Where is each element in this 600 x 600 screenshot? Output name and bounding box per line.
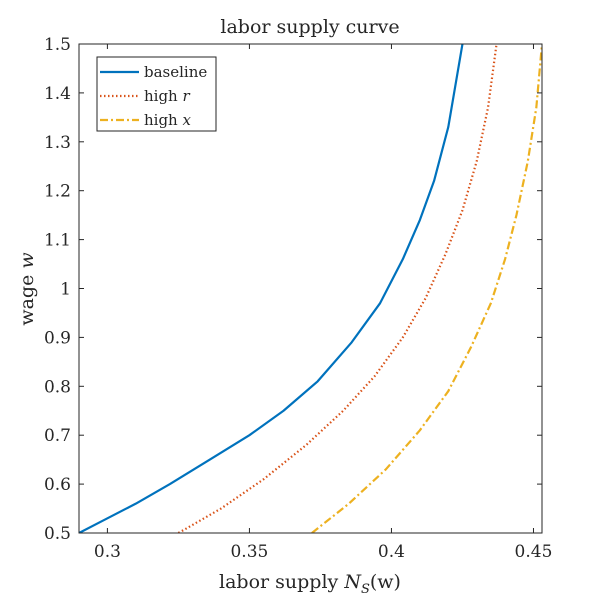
y-axis-label-symbol: w [16,252,38,268]
plot-area: 0.3 0.35 0.4 0.45 0.5 0.6 0.7 0.8 0.9 1 1.1 1.2 1.3 1… [44,35,552,562]
legend-label-text-1: high [144,87,183,105]
y-tick-label-0: 0.5 [44,524,71,544]
y-axis-label-prefix: wage [16,269,38,326]
y-tick-label-4: 0.9 [44,328,71,348]
y-tick-label-2: 0.7 [44,426,71,446]
x-axis-label-suffix: (w) [370,571,401,593]
y-tick-label-7: 1.2 [44,182,71,202]
y-tick-label-1: 0.6 [44,475,71,495]
legend-label-0: baseline [144,63,207,81]
y-tick-label-8: 1.3 [44,133,71,153]
x-tick-label-1: 0.35 [230,542,268,562]
tick-layer: 0.3 0.35 0.4 0.45 0.5 0.6 0.7 0.8 0.9 1 1.1 1.2 1.3 1… [44,35,552,562]
x-axis-label-prefix: labor supply [219,571,344,593]
series-line-2 [311,44,542,533]
legend-label-text-0: baseline [144,63,207,81]
legend-label-2: high x [144,111,192,129]
y-axis-label: wage w [16,252,38,325]
y-tick-label-6: 1.1 [44,231,71,251]
x-axis-label: labor supply NS(w) [219,571,401,597]
x-tick-label-0: 0.3 [94,542,121,562]
y-tick-label-5: 1 [60,280,71,300]
y-tick-label-10: 1.5 [44,35,71,55]
series-line-0 [79,44,464,533]
legend-label-1: high r [144,87,191,105]
series-line-1 [177,44,498,533]
x-tick-label-2: 0.4 [378,542,405,562]
x-tick-label-3: 0.45 [515,542,553,562]
chart-title: labor supply curve [220,16,399,38]
legend-label-text-2: high [144,111,183,129]
x-axis-label-symbol: N [343,571,362,593]
legend-box [96,56,217,132]
x-axis-label-subscript: S [361,582,370,597]
series-layer [79,44,542,533]
y-tick-label-3: 0.8 [44,377,71,397]
legend-label-symbol-1: r [183,87,191,105]
legend-label-symbol-2: x [183,111,192,129]
y-tick-label-9: 1.4 [44,84,71,104]
